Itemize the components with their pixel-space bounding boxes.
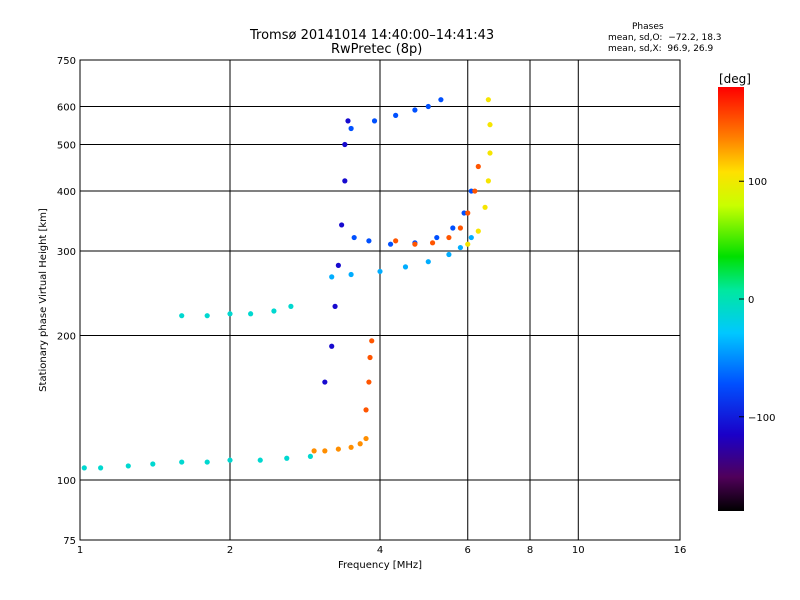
data-point [446, 251, 452, 258]
data-point [329, 343, 335, 349]
data-point [348, 444, 354, 450]
y-tick-label: 400 [57, 187, 76, 198]
data-points [81, 97, 493, 471]
data-point [257, 457, 263, 463]
data-point [271, 308, 277, 314]
data-point [472, 188, 478, 194]
chart-title: Tromsø 20141014 14:40:00–14:41:43 [250, 28, 495, 43]
data-point [150, 461, 156, 467]
data-point [412, 241, 418, 247]
data-point [335, 262, 341, 268]
data-point [461, 210, 467, 216]
data-point [465, 210, 471, 216]
data-point [482, 204, 488, 210]
colorbar-label: [deg] [719, 72, 751, 86]
data-point [288, 303, 294, 310]
data-point [468, 234, 474, 241]
data-point [487, 150, 493, 156]
y-tick-label: 500 [57, 141, 76, 152]
colorbar-tick-label: 0 [748, 295, 754, 306]
phases-legend-x-line: mean, sd,X: 96.9, 26.9 [608, 44, 714, 54]
data-point [311, 448, 317, 454]
data-point [204, 459, 210, 465]
data-point [363, 435, 369, 442]
data-point [307, 453, 314, 460]
data-point [332, 303, 338, 310]
data-point [227, 311, 233, 317]
data-point [457, 244, 464, 251]
y-tick-label: 100 [57, 476, 76, 487]
y-axis-label: Stationary phase Virtual Height [km] [38, 208, 49, 392]
data-point [335, 446, 341, 452]
data-point [248, 311, 254, 317]
data-point [369, 338, 375, 344]
data-point [457, 225, 464, 231]
x-axis-label: Frequency [MHz] [338, 560, 422, 571]
x-tick-label: 2 [227, 545, 233, 556]
data-point [485, 97, 491, 103]
y-tick-label: 75 [63, 536, 76, 547]
data-point [366, 379, 372, 385]
y-tick-label: 300 [57, 247, 76, 258]
data-point [227, 457, 233, 463]
phases-legend-o-line: mean, sd,O: −72.2, 18.3 [608, 33, 722, 43]
data-point [322, 379, 328, 385]
data-point [348, 271, 354, 278]
data-point [98, 465, 104, 471]
x-tick-label: 8 [527, 545, 533, 556]
data-point [371, 118, 378, 124]
data-point [446, 234, 452, 241]
data-point [342, 141, 348, 148]
data-point [402, 264, 409, 270]
data-point [425, 103, 431, 110]
y-tick-label: 200 [57, 332, 76, 343]
data-point [329, 274, 335, 280]
y-tick-label: 750 [57, 56, 76, 67]
data-point [367, 354, 373, 361]
colorbar-ticks: 100 0 −100 [739, 177, 775, 424]
data-point [366, 238, 372, 244]
colorbar-tick-label: 100 [748, 177, 767, 188]
x-tick-label: 10 [572, 545, 585, 556]
data-point [179, 313, 185, 319]
data-point [284, 455, 290, 461]
data-point [348, 125, 354, 132]
data-point [485, 178, 491, 184]
data-point [387, 241, 394, 247]
phases-legend-title: Phases [632, 22, 664, 32]
data-point [393, 112, 399, 118]
data-point [377, 268, 383, 275]
data-point [179, 459, 185, 465]
data-point [357, 441, 363, 447]
data-point [475, 163, 481, 170]
data-point [81, 465, 87, 471]
x-tick-label: 16 [674, 545, 687, 556]
x-tick-label: 1 [77, 545, 83, 556]
data-point [125, 463, 131, 469]
data-point [412, 107, 418, 113]
y-tick-label: 600 [57, 103, 76, 114]
x-tick-label: 4 [377, 545, 383, 556]
chart-subtitle: RwPretec (8p) [331, 42, 423, 57]
data-point [342, 178, 348, 184]
data-point [429, 240, 436, 246]
data-point [438, 97, 444, 103]
data-point [434, 234, 440, 241]
data-point [425, 259, 431, 265]
data-point [322, 448, 328, 454]
data-point [450, 225, 456, 231]
colorbar-tick-label: −100 [748, 413, 775, 424]
axis-tick-labels: 1 2 4 6 8 10 16 75 100 200 300 400 500 600 750 [57, 56, 686, 556]
data-point [465, 241, 471, 247]
data-point [351, 234, 357, 241]
data-point [204, 313, 210, 319]
x-tick-label: 6 [465, 545, 471, 556]
data-point [345, 118, 351, 124]
data-point [339, 222, 345, 228]
data-point [475, 228, 481, 234]
data-point [363, 407, 369, 413]
data-point [393, 238, 399, 244]
data-point [487, 122, 493, 128]
